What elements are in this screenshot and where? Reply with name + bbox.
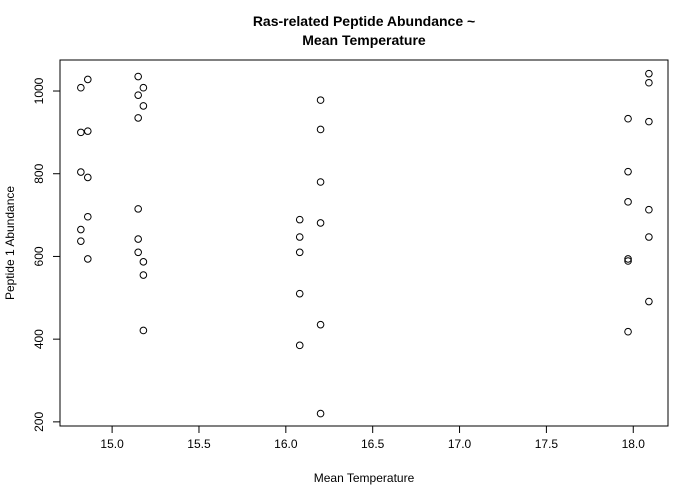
data-point: [645, 117, 653, 126]
data-point: [295, 341, 304, 350]
x-tick-label: 17.0: [448, 437, 472, 451]
data-point: [83, 75, 92, 84]
x-tick-label: 18.0: [622, 437, 646, 451]
x-tick-label: 16.0: [274, 437, 298, 451]
y-axis: 200 400 600 800 1000: [32, 77, 60, 432]
data-point: [295, 289, 304, 298]
x-axis-label: Mean Temperature: [314, 471, 415, 485]
data-point: [139, 271, 148, 279]
data-point: [316, 409, 325, 418]
x-tick-label: 17.5: [535, 437, 559, 451]
data-point: [316, 320, 325, 329]
data-point: [139, 83, 148, 92]
chart-title-line2: Mean Temperature: [302, 32, 426, 48]
data-point: [77, 225, 85, 234]
data-point: [139, 258, 148, 266]
data-point: [645, 69, 653, 78]
chart-title-line1: Ras-related Peptide Abundance ~: [253, 13, 475, 29]
data-point: [134, 205, 142, 213]
data-point: [624, 327, 632, 336]
data-point: [645, 78, 653, 87]
data-point: [645, 297, 653, 306]
data-point: [77, 168, 85, 176]
data-point: [139, 102, 148, 110]
y-tick-label: 1000: [32, 77, 46, 104]
data-point: [83, 127, 92, 135]
data-point: [624, 255, 632, 263]
data-point: [316, 178, 325, 186]
data-point: [624, 257, 632, 265]
data-point: [316, 96, 325, 104]
data-point: [134, 248, 142, 257]
data-point: [316, 125, 325, 134]
data-point: [645, 233, 653, 241]
data-point: [77, 237, 85, 245]
data-point: [134, 72, 142, 81]
y-tick-label: 600: [32, 246, 46, 266]
data-points: [77, 69, 653, 418]
data-point: [83, 173, 92, 182]
data-point: [77, 128, 85, 137]
data-point: [139, 326, 148, 335]
data-point: [295, 215, 304, 224]
data-point: [645, 205, 653, 214]
x-tick-label: 15.5: [187, 437, 211, 451]
data-point: [77, 83, 85, 92]
data-point: [624, 167, 632, 176]
data-point: [316, 219, 325, 227]
y-tick-label: 200: [32, 412, 46, 432]
y-tick-label: 400: [32, 329, 46, 349]
data-point: [295, 248, 304, 257]
y-axis-label: Peptide 1 Abundance: [3, 186, 17, 300]
data-point: [624, 198, 632, 206]
data-point: [134, 235, 142, 243]
x-axis: 15.0 15.5 16.0 16.5 17.0 17.5 18.0: [100, 426, 645, 451]
data-point: [624, 114, 632, 123]
data-point: [295, 233, 304, 241]
y-tick-label: 800: [32, 163, 46, 183]
data-point: [134, 91, 142, 99]
data-point: [83, 255, 92, 263]
plot-frame: [59, 59, 669, 427]
x-tick-label: 15.0: [100, 437, 124, 451]
data-point: [134, 114, 142, 122]
x-tick-label: 16.5: [361, 437, 385, 451]
data-point: [83, 212, 92, 221]
